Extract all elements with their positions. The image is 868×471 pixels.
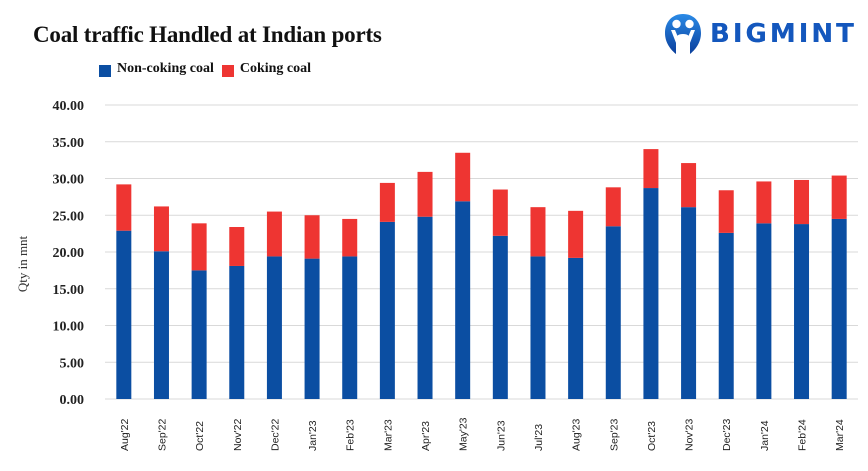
bar-coking-2 xyxy=(191,223,207,271)
x-tick-label: Aug'23 xyxy=(571,418,583,451)
bar-non-coking-10 xyxy=(492,235,508,399)
bar-coking-7 xyxy=(379,182,395,222)
x-tick-label: Feb'23 xyxy=(345,419,357,451)
y-axis-label: Qty in mnt xyxy=(15,235,30,292)
x-tick-label: Jan'23 xyxy=(307,420,319,451)
y-tick-label: 10.00 xyxy=(53,320,85,335)
x-tick-label: Dec'23 xyxy=(721,418,733,451)
bar-non-coking-17 xyxy=(756,223,772,399)
chart-title: Coal traffic Handled at Indian ports xyxy=(33,22,382,47)
bar-non-coking-18 xyxy=(794,224,810,399)
bar-non-coking-19 xyxy=(831,218,847,399)
bar-coking-19 xyxy=(831,175,847,219)
bar-non-coking-12 xyxy=(568,257,584,399)
y-tick-label: 40.00 xyxy=(53,99,85,114)
legend-item-non-coking: Non-coking coal xyxy=(99,61,214,77)
x-tick-label: Jan'24 xyxy=(759,420,771,451)
bar-coking-9 xyxy=(455,152,471,202)
legend-label-non-coking: Non-coking coal xyxy=(117,61,214,76)
x-tick-label: May'23 xyxy=(458,417,470,451)
x-tick-label: Mar'23 xyxy=(382,419,394,451)
bar-coking-0 xyxy=(116,184,132,231)
bar-coking-15 xyxy=(681,163,697,208)
bar-non-coking-0 xyxy=(116,230,132,399)
x-tick-label: Sep'23 xyxy=(608,418,620,451)
bar-coking-5 xyxy=(304,215,320,259)
bar-non-coking-4 xyxy=(266,256,282,399)
bar-non-coking-16 xyxy=(718,232,734,399)
bar-coking-16 xyxy=(718,190,734,233)
y-tick-label: 0.00 xyxy=(60,393,85,408)
x-tick-label: Dec'22 xyxy=(269,418,281,451)
y-tick-label: 15.00 xyxy=(53,283,85,298)
y-tick-label: 35.00 xyxy=(53,136,85,151)
bar-non-coking-8 xyxy=(417,216,433,399)
y-axis-ticks: 0.00 5.00 10.00 15.00 20.00 25.00 30.00 35.00 40… xyxy=(53,99,85,408)
bar-coking-14 xyxy=(643,149,659,189)
bar-coking-17 xyxy=(756,181,772,224)
x-tick-label: Nov'22 xyxy=(232,418,244,451)
bar-coking-8 xyxy=(417,171,433,217)
y-tick-label: 25.00 xyxy=(53,209,85,224)
bar-non-coking-1 xyxy=(153,251,169,399)
x-tick-label: Aug'22 xyxy=(119,418,131,451)
legend-swatch-coking xyxy=(221,64,234,77)
bar-non-coking-3 xyxy=(229,265,245,399)
y-tick-label: 30.00 xyxy=(53,173,85,188)
bar-coking-11 xyxy=(530,207,546,257)
bar-non-coking-5 xyxy=(304,258,320,399)
bar-non-coking-6 xyxy=(342,256,358,399)
y-tick-label: 5.00 xyxy=(60,356,85,371)
legend-swatch-non-coking xyxy=(99,64,111,77)
x-tick-label: Jun'23 xyxy=(495,420,507,451)
x-tick-label: Jul'23 xyxy=(533,424,545,451)
brand-name: BIGMINT xyxy=(710,19,857,49)
x-tick-label: Nov'23 xyxy=(684,418,696,451)
x-axis-ticks: Aug'22 Sep'22 Oct'22 Nov'22 Dec'22 Jan'23 Feb'… xyxy=(119,417,846,451)
bar-coking-4 xyxy=(266,211,282,257)
bigmint-people-logo-icon xyxy=(665,14,701,54)
chart-legend: Non-coking coal Coking coal xyxy=(99,61,319,77)
bar-coking-12 xyxy=(568,210,584,258)
bar-coking-6 xyxy=(342,218,358,257)
x-tick-label: Oct'22 xyxy=(194,421,206,451)
x-tick-label: Oct'23 xyxy=(646,421,658,451)
bar-non-coking-2 xyxy=(191,270,207,399)
x-tick-label: Mar'24 xyxy=(834,419,846,451)
bar-non-coking-7 xyxy=(379,221,395,399)
bar-coking-10 xyxy=(492,189,508,236)
gridlines xyxy=(105,104,858,400)
x-tick-label: Sep'22 xyxy=(156,418,168,451)
bar-non-coking-14 xyxy=(643,188,659,399)
legend-label-coking: Coking coal xyxy=(239,61,312,76)
x-tick-label: Apr'23 xyxy=(420,421,432,451)
bar-non-coking-13 xyxy=(605,226,621,399)
bar-coking-3 xyxy=(229,227,245,266)
legend-item-coking: Coking coal xyxy=(221,61,312,77)
x-tick-label: Feb'24 xyxy=(797,419,809,451)
bar-coking-13 xyxy=(605,187,621,227)
bars xyxy=(116,149,847,399)
bar-non-coking-11 xyxy=(530,256,546,399)
bar-coking-1 xyxy=(153,206,169,252)
bar-coking-18 xyxy=(794,179,810,225)
y-tick-label: 20.00 xyxy=(53,246,85,261)
bar-non-coking-9 xyxy=(455,201,471,399)
bar-non-coking-15 xyxy=(681,207,697,399)
bigmint-logo: BIGMINT xyxy=(664,12,857,56)
